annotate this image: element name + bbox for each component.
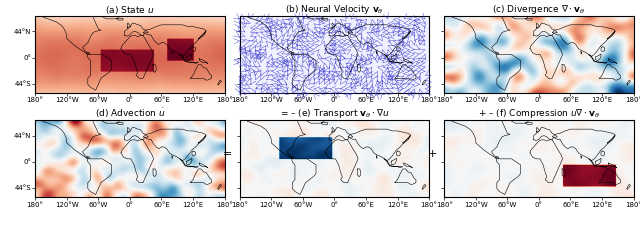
Text: +: + <box>428 149 436 159</box>
Title: + – (f) Compression $u\nabla \cdot \mathbf{v}_{\theta}$: + – (f) Compression $u\nabla \cdot \math… <box>478 107 600 120</box>
Title: (b) Neural Velocity $\mathbf{v}_{\theta}$: (b) Neural Velocity $\mathbf{v}_{\theta}… <box>285 3 384 16</box>
Title: = – (e) Transport $\mathbf{v}_{\theta} \cdot \nabla u$: = – (e) Transport $\mathbf{v}_{\theta} \… <box>280 107 389 120</box>
Text: =: = <box>223 149 232 159</box>
Title: (c) Divergence $\nabla \cdot \mathbf{v}_{\theta}$: (c) Divergence $\nabla \cdot \mathbf{v}_… <box>492 3 586 16</box>
Title: (a) State $u$: (a) State $u$ <box>105 4 155 16</box>
Title: (d) Advection $\dot{u}$: (d) Advection $\dot{u}$ <box>95 107 165 120</box>
